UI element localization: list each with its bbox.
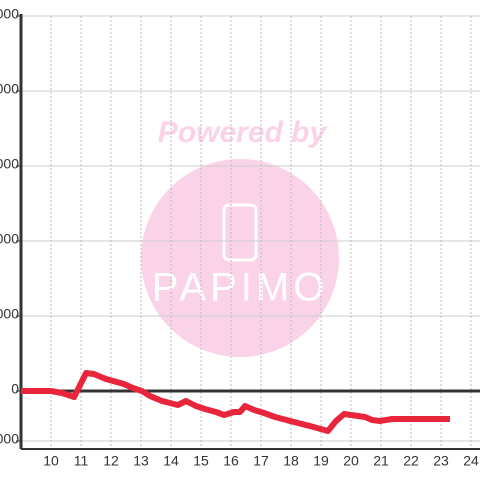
x-tick-label: 15 [193, 453, 209, 469]
x-tick-label: 16 [223, 453, 239, 469]
x-tick-label: 10 [43, 453, 59, 469]
x-tick-label: 11 [74, 453, 89, 469]
x-tick-label: 23 [433, 453, 449, 469]
x-tick-label: 13 [133, 453, 149, 469]
y-tick-label: -20,000 [0, 431, 19, 447]
x-tick-label: 19 [313, 453, 329, 469]
x-tick-label: 24 [463, 453, 479, 469]
x-tick-label: 21 [373, 453, 389, 469]
x-tick-label: 18 [283, 453, 299, 469]
phone-icon [222, 203, 258, 262]
y-tick-label: 90,000 [0, 156, 19, 172]
y-tick-label: 30,000 [0, 306, 19, 322]
line [21, 370, 450, 434]
x-tick-label: 14 [163, 453, 179, 469]
y-tick-label: 120,000 [0, 81, 19, 97]
y-tick-label: 60,000 [0, 231, 19, 247]
y-tick-label: 150,000 [0, 6, 19, 22]
x-tick-label: 12 [103, 453, 119, 469]
y-tick-label: 0 [11, 381, 19, 397]
x-tick-label: 22 [403, 453, 419, 469]
grid: -20,000 0 30,000 60,000 90,000 120,000 150,000… [0, 6, 480, 469]
x-tick-label: 20 [343, 453, 359, 469]
watermark-circle [141, 159, 339, 357]
watermark-line1: Powered by [158, 116, 328, 149]
watermark: Powered by PAPIMO [141, 116, 339, 357]
plot [21, 370, 450, 434]
watermark-line2: PAPIMO [152, 266, 329, 310]
x-tick-label: 17 [253, 453, 269, 469]
